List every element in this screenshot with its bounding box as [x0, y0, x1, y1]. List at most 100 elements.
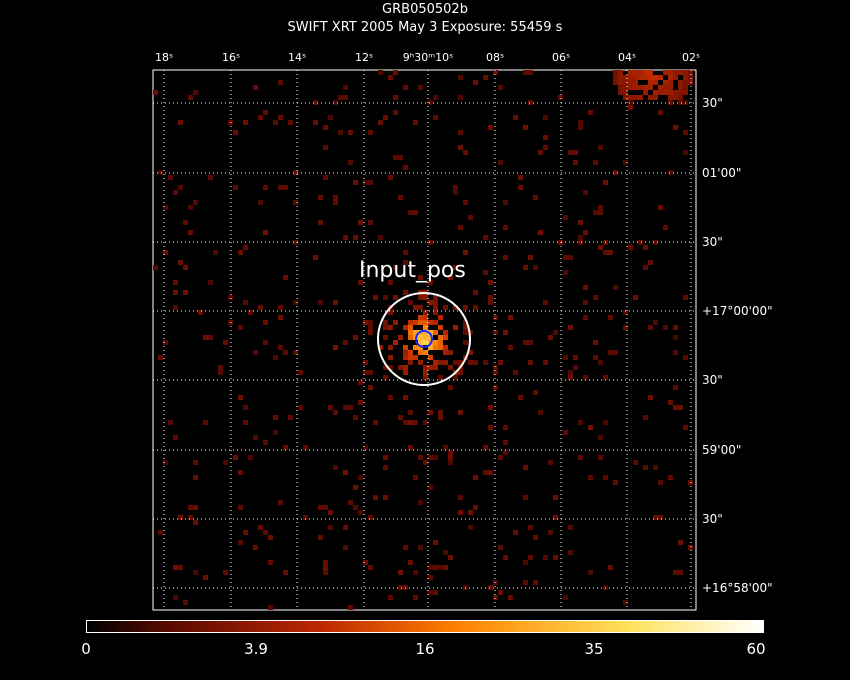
photon-pixel [438, 415, 443, 420]
photon-pixel [163, 205, 168, 210]
photon-pixel [163, 340, 168, 345]
photon-pixel [273, 355, 278, 360]
photon-pixel [638, 75, 643, 80]
photon-pixel [483, 360, 488, 365]
photon-pixel [358, 380, 363, 385]
photon-pixel [613, 480, 618, 485]
photon-pixel [198, 310, 203, 315]
photon-pixel [398, 335, 403, 340]
photon-pixel [568, 255, 573, 260]
photon-pixel [538, 410, 543, 415]
photon-pixel [568, 325, 573, 330]
photon-pixel [623, 600, 628, 605]
photon-pixel [473, 305, 478, 310]
photon-pixel [433, 295, 438, 300]
dec-tick-label: 30" [702, 96, 723, 110]
photon-pixel [468, 510, 473, 515]
photon-pixel [673, 95, 678, 100]
photon-pixel [403, 325, 408, 330]
photon-pixel [683, 85, 688, 90]
photon-pixel [348, 605, 353, 610]
photon-pixel [623, 75, 628, 80]
photon-pixel [463, 150, 468, 155]
photon-pixel [433, 540, 438, 545]
photon-pixel [523, 560, 528, 565]
photon-pixel [428, 300, 433, 305]
photon-pixel [678, 100, 683, 105]
photon-pixel [513, 370, 518, 375]
photon-pixel [443, 550, 448, 555]
photon-pixel [193, 520, 198, 525]
photon-pixel [628, 75, 633, 80]
dec-tick-label: +17°00'00" [702, 304, 773, 318]
position-error-circle [415, 330, 433, 348]
photon-pixel [483, 75, 488, 80]
photon-pixel [438, 565, 443, 570]
photon-pixel [238, 395, 243, 400]
photon-pixel [388, 310, 393, 315]
photon-pixel [288, 120, 293, 125]
photon-pixel [438, 410, 443, 415]
photon-pixel [528, 555, 533, 560]
photon-pixel [458, 95, 463, 100]
photon-pixel [523, 340, 528, 345]
photon-pixel [278, 305, 283, 310]
photon-pixel [523, 465, 528, 470]
photon-pixel [493, 330, 498, 335]
photon-pixel [423, 330, 428, 335]
photon-pixel [498, 590, 503, 595]
photon-pixel [398, 570, 403, 575]
photon-pixel [243, 300, 248, 305]
photon-pixel [533, 580, 538, 585]
photon-pixel [418, 360, 423, 365]
photon-pixel [218, 365, 223, 370]
photon-pixel [473, 290, 478, 295]
photon-pixel [393, 70, 398, 75]
photon-pixel [408, 300, 413, 305]
photon-pixel [563, 595, 568, 600]
photon-pixel [458, 510, 463, 515]
photon-pixel [338, 95, 343, 100]
photon-pixel [508, 315, 513, 320]
photon-pixel [518, 175, 523, 180]
photon-pixel [428, 330, 433, 335]
image-title: GRB050502b [382, 2, 468, 17]
photon-pixel [683, 425, 688, 430]
photon-pixel [388, 75, 393, 80]
photon-pixel [383, 375, 388, 380]
photon-pixel [438, 375, 443, 380]
photon-pixel [328, 510, 333, 515]
photon-pixel [663, 325, 668, 330]
photon-pixel [548, 460, 553, 465]
photon-pixel [543, 360, 548, 365]
photon-pixel [313, 120, 318, 125]
photon-pixel [433, 565, 438, 570]
photon-pixel [323, 145, 328, 150]
ra-tick-label: 08ˢ [485, 51, 505, 64]
photon-pixel [343, 95, 348, 100]
photon-pixel [463, 250, 468, 255]
photon-pixel [248, 310, 253, 315]
colorbar [86, 620, 764, 633]
photon-pixel [673, 405, 678, 410]
photon-pixel [413, 355, 418, 360]
photon-pixel [168, 420, 173, 425]
photon-pixel [503, 330, 508, 335]
photon-pixel [593, 160, 598, 165]
photon-pixel [213, 250, 218, 255]
photon-pixel [408, 445, 413, 450]
photon-pixel [643, 75, 648, 80]
photon-pixel [498, 85, 503, 90]
photon-pixel [388, 595, 393, 600]
photon-pixel [178, 565, 183, 570]
photon-pixel [438, 335, 443, 340]
photon-pixel [283, 275, 288, 280]
photon-pixel [403, 85, 408, 90]
photon-pixel [668, 475, 673, 480]
photon-pixel [223, 340, 228, 345]
photon-pixel [238, 250, 243, 255]
photon-pixel [358, 220, 363, 225]
photon-pixel [488, 470, 493, 475]
photon-pixel [453, 325, 458, 330]
photon-pixel [388, 280, 393, 285]
